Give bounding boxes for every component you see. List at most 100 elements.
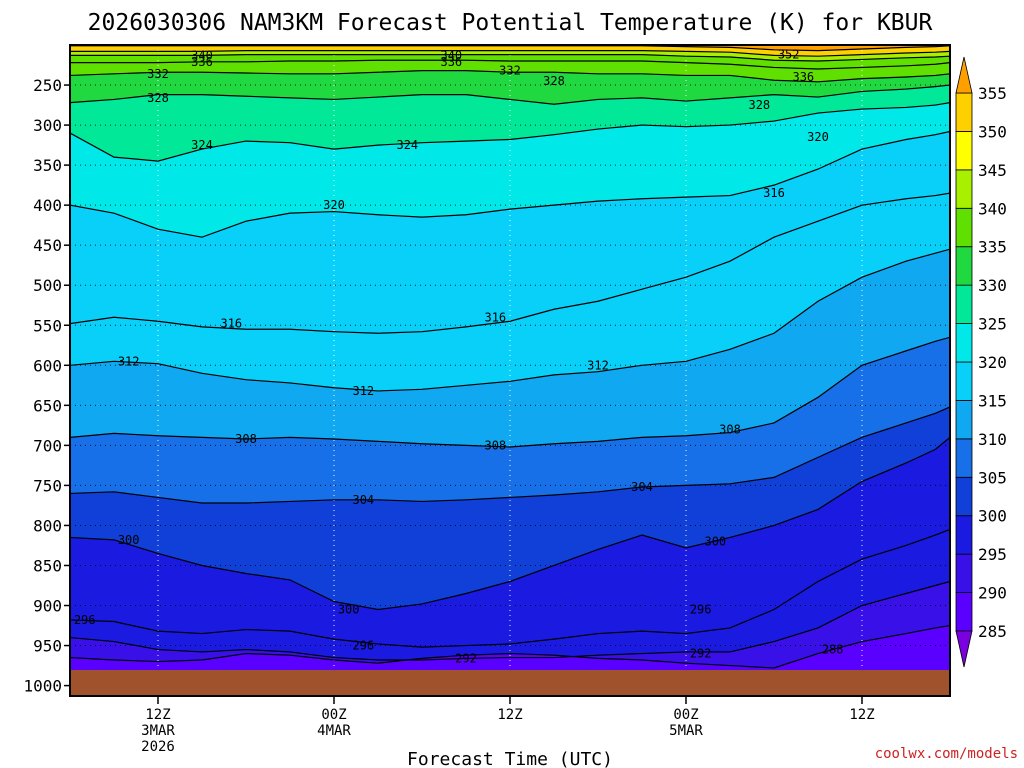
y-tick-label-300: 300 [33,116,62,135]
contour-label-316: 316 [763,186,785,200]
contour-label-320: 320 [807,130,829,144]
colorbar-segment-340 [955,169,973,209]
colorbar-segment-305 [955,438,973,478]
colorbar-segment-345 [955,131,973,171]
y-tick-label-400: 400 [33,196,62,215]
grid-lines [70,45,950,670]
contour-label-300: 300 [704,534,726,548]
contour-label-320: 320 [323,198,345,212]
colorbar-segment-310 [955,400,973,440]
colorbar-label-300: 300 [978,507,1007,526]
contour-line-332 [70,70,950,83]
contour-label-336: 336 [191,55,213,69]
y-axis: 250 300 350 400 450 500 550 600 650 700 750 800 850 9… [23,76,70,696]
x-tick-label-30-0: 12Z [497,707,522,723]
contour-label-312: 312 [587,358,609,372]
ground-surface [70,670,950,696]
contour-line-316 [70,192,950,334]
contour-line-308 [70,336,950,448]
y-tick-label-450: 450 [33,236,62,255]
colorbar-segment-285 [955,592,973,632]
contour-label-308: 308 [235,432,257,446]
y-tick-label-250: 250 [33,76,62,95]
contour-label-312: 312 [352,384,374,398]
colorbar-label-290: 290 [978,584,1007,603]
colorbar-label-315: 315 [978,391,1007,410]
contour-line-336 [70,59,950,70]
contour-label-304: 304 [352,493,374,507]
contour-line-344 [70,50,950,57]
colorbar-segment-315 [955,361,973,401]
contour-line-304 [70,406,950,504]
contour-label-288: 288 [822,643,844,657]
colorbar-label-330: 330 [978,276,1007,295]
contour-line-312 [70,248,950,392]
y-tick-label-900: 900 [33,597,62,616]
credit-link[interactable]: coolwx.com/models [875,746,1018,762]
x-tick-label-6-2: 2026 [141,739,175,755]
contour-line-292 [70,580,950,661]
y-tick-label-550: 550 [33,316,62,335]
colorbar-segment-325 [955,284,973,324]
x-tick-label-6-1: 3MAR [141,723,175,739]
x-tick-label-18-1: 4MAR [317,723,351,739]
x-tick-label-54-0: 12Z [849,707,874,723]
y-tick-label-700: 700 [33,436,62,455]
y-tick-label-650: 650 [33,396,62,415]
x-tick-label-18-0: 00Z [321,707,346,723]
colorbar-label-285: 285 [978,622,1007,641]
colorbar-label-310: 310 [978,430,1007,449]
contour-label-304: 304 [631,480,653,494]
contour-line-300 [70,436,950,611]
contour-line-340 [70,54,950,62]
contour-label-308: 308 [719,422,741,436]
contour-label-328: 328 [147,91,169,105]
chart-title: 2026030306 NAM3KM Forecast Potential Tem… [88,10,933,36]
contour-label-296: 296 [690,603,712,617]
colorbar-segment-290 [955,553,973,593]
colorbar-label-340: 340 [978,199,1007,218]
y-tick-label-600: 600 [33,356,62,375]
colorbar-label-335: 335 [978,238,1007,257]
contour-line-324 [70,102,950,162]
contour-label-292: 292 [690,647,712,661]
contour-label-296: 296 [74,613,96,627]
contour-label-340: 340 [440,48,462,62]
colorbar-bottom-arrow [955,630,973,668]
colorbar-label-325: 325 [978,315,1007,334]
y-tick-label-500: 500 [33,276,62,295]
x-tick-label-42-0: 00Z [673,707,698,723]
contour-label-332: 332 [499,64,521,78]
contour-line-328 [70,84,950,105]
contour-label-316: 316 [220,317,242,331]
y-tick-label-350: 350 [33,156,62,175]
contour-line-320 [70,130,950,238]
contour-label-296: 296 [352,639,374,653]
fill-band-below-288 [70,625,950,670]
colorbar-segment-350 [955,92,973,132]
colorbar-label-355: 355 [978,84,1007,103]
y-tick-label-850: 850 [33,556,62,575]
colorbar-top-arrow [955,56,973,94]
contour-label-324: 324 [396,138,418,152]
contour-label-312: 312 [118,354,140,368]
x-tick-label-42-1: 5MAR [669,723,703,739]
contour-label-324: 324 [191,138,213,152]
contour-label-340: 340 [191,48,213,62]
x-axis-label: Forecast Time (UTC) [407,749,613,768]
contour-label-308: 308 [484,438,506,452]
y-tick-label-950: 950 [33,637,62,656]
contour-label-332: 332 [147,67,169,81]
contour-label-336: 336 [792,70,814,84]
colorbar-label-350: 350 [978,122,1007,141]
colorbar-segment-300 [955,476,973,517]
colorbar-segment-320 [955,323,973,363]
colorbar-segment-335 [955,207,973,248]
contour-label-336: 336 [440,55,462,69]
contour-line-288 [70,624,950,669]
contour-lines [70,45,950,669]
contour-label-316: 316 [484,310,506,324]
contour-label-352: 352 [778,48,800,62]
